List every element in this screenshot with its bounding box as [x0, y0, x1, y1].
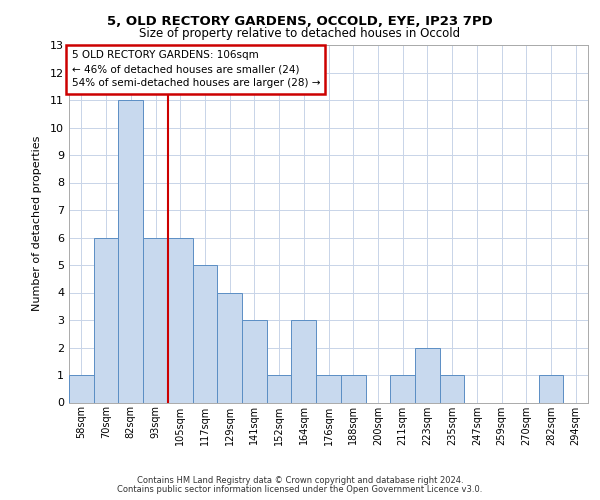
Text: Contains HM Land Registry data © Crown copyright and database right 2024.: Contains HM Land Registry data © Crown c…: [137, 476, 463, 485]
Text: Contains public sector information licensed under the Open Government Licence v3: Contains public sector information licen…: [118, 485, 482, 494]
Bar: [217, 292, 242, 403]
Text: 5, OLD RECTORY GARDENS, OCCOLD, EYE, IP23 7PD: 5, OLD RECTORY GARDENS, OCCOLD, EYE, IP2…: [107, 15, 493, 28]
Bar: [539, 375, 563, 402]
Bar: [341, 375, 365, 402]
Bar: [292, 320, 316, 402]
Text: 5 OLD RECTORY GARDENS: 106sqm
← 46% of detached houses are smaller (24)
54% of s: 5 OLD RECTORY GARDENS: 106sqm ← 46% of d…: [71, 50, 320, 88]
Text: Size of property relative to detached houses in Occold: Size of property relative to detached ho…: [139, 28, 461, 40]
Bar: [168, 238, 193, 402]
Bar: [390, 375, 415, 402]
Bar: [440, 375, 464, 402]
Bar: [94, 238, 118, 402]
Bar: [193, 265, 217, 402]
Bar: [316, 375, 341, 402]
Y-axis label: Number of detached properties: Number of detached properties: [32, 136, 41, 312]
Bar: [242, 320, 267, 402]
Bar: [118, 100, 143, 402]
Bar: [267, 375, 292, 402]
Bar: [69, 375, 94, 402]
Bar: [415, 348, 440, 403]
Bar: [143, 238, 168, 402]
